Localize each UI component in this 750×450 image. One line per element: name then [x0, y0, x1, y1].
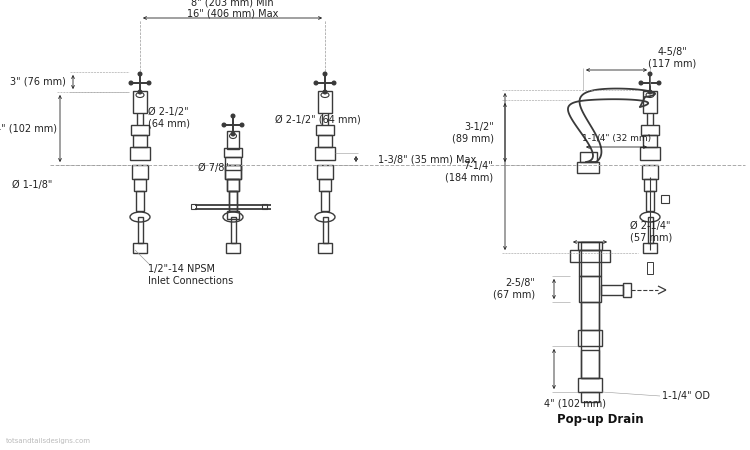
Bar [133, 91, 147, 113]
Text: 1-1/4" (32 mm): 1-1/4" (32 mm) [582, 135, 651, 144]
Bar [578, 330, 602, 346]
Bar [225, 157, 241, 170]
Bar [643, 91, 657, 113]
Text: 7-1/4"
(184 mm): 7-1/4" (184 mm) [445, 161, 493, 182]
Bar [581, 242, 599, 378]
Circle shape [323, 72, 327, 76]
Circle shape [138, 90, 142, 94]
Bar [581, 350, 599, 378]
Bar [133, 243, 147, 253]
Bar [227, 179, 239, 191]
Text: Ø 1-1/8": Ø 1-1/8" [12, 180, 52, 190]
Bar [601, 285, 623, 295]
Circle shape [147, 81, 151, 85]
Bar [643, 135, 657, 147]
Circle shape [222, 123, 226, 127]
Bar [224, 148, 242, 157]
Text: totsandtailsdesigns.com: totsandtailsdesigns.com [6, 438, 91, 444]
Bar [580, 152, 597, 162]
Bar [225, 165, 241, 179]
Text: Ø 2-1/4"
(57 mm): Ø 2-1/4" (57 mm) [630, 221, 672, 243]
Bar [581, 302, 599, 330]
Circle shape [231, 132, 235, 136]
Bar [225, 165, 241, 179]
Text: 3" (76 mm): 3" (76 mm) [10, 77, 66, 87]
Bar [581, 392, 599, 402]
Circle shape [138, 72, 142, 76]
Bar [227, 211, 239, 219]
Text: 4" (102 mm): 4" (102 mm) [0, 123, 57, 134]
Bar [643, 243, 657, 253]
Bar [318, 243, 332, 253]
Bar [322, 217, 328, 243]
Bar [316, 125, 334, 135]
Bar [133, 135, 147, 147]
Bar [132, 165, 148, 179]
Circle shape [648, 90, 652, 94]
Circle shape [332, 81, 336, 85]
Bar [229, 191, 237, 211]
Text: Pop-up Drain: Pop-up Drain [556, 414, 644, 427]
Bar [642, 165, 658, 179]
Text: 8" (203 mm) Min
16" (406 mm) Max: 8" (203 mm) Min 16" (406 mm) Max [187, 0, 278, 19]
Bar [577, 162, 599, 173]
Bar [130, 147, 150, 160]
Bar [131, 125, 149, 135]
Bar [229, 191, 237, 211]
Bar [647, 262, 653, 274]
Text: 1-3/8" (35 mm) Max: 1-3/8" (35 mm) Max [378, 154, 476, 164]
Bar [134, 179, 146, 191]
Bar [647, 217, 652, 243]
Bar [646, 191, 654, 211]
Text: 1-1/4" OD: 1-1/4" OD [662, 391, 710, 401]
Text: 3-1/2"
(89 mm): 3-1/2" (89 mm) [452, 122, 494, 143]
Bar [661, 195, 669, 203]
Bar [319, 179, 331, 191]
Bar [579, 276, 601, 302]
Bar [570, 250, 610, 262]
Bar [578, 242, 602, 250]
Bar [315, 147, 335, 160]
Circle shape [657, 81, 661, 85]
Circle shape [323, 90, 327, 94]
Bar [640, 147, 660, 160]
Bar [623, 283, 631, 297]
Bar [137, 217, 142, 243]
Text: Ø 2-1/2" (64 mm): Ø 2-1/2" (64 mm) [275, 115, 361, 125]
Circle shape [129, 81, 133, 85]
Bar [578, 378, 602, 392]
Text: 2-5/8"
(67 mm): 2-5/8" (67 mm) [493, 278, 535, 300]
Bar [191, 204, 196, 209]
Circle shape [240, 123, 244, 127]
Text: 4" (102 mm): 4" (102 mm) [544, 399, 606, 409]
Text: Ø 7/8": Ø 7/8" [198, 163, 229, 173]
Bar [226, 243, 240, 253]
Text: 1/2"-14 NPSM
Inlet Connections: 1/2"-14 NPSM Inlet Connections [148, 264, 233, 286]
Bar [641, 125, 659, 135]
Bar [318, 91, 332, 113]
Circle shape [314, 81, 318, 85]
Bar [227, 131, 239, 149]
Circle shape [639, 81, 643, 85]
Bar [317, 165, 333, 179]
Bar [230, 217, 236, 243]
Bar [227, 179, 239, 191]
Bar [136, 191, 144, 211]
Circle shape [231, 114, 235, 118]
Circle shape [648, 72, 652, 76]
Bar [318, 135, 332, 147]
Bar [321, 191, 329, 211]
Bar [262, 204, 267, 209]
Text: Ø 2-1/2"
(64 mm): Ø 2-1/2" (64 mm) [148, 107, 190, 129]
Text: 4-5/8"
(117 mm): 4-5/8" (117 mm) [648, 47, 696, 69]
Bar [579, 250, 601, 276]
Bar [644, 179, 656, 191]
